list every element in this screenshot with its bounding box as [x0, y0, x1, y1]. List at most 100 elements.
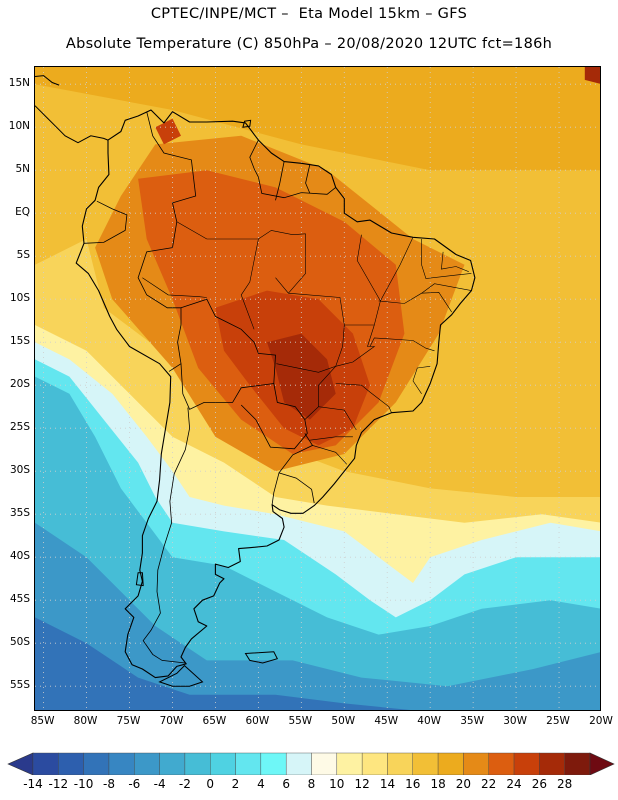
- country-border: [305, 164, 311, 194]
- colorbar-swatch: [134, 752, 160, 775]
- state-border: [421, 239, 472, 279]
- lat-tick-label: 20S: [9, 378, 30, 391]
- lat-tick-label: 5S: [16, 249, 30, 262]
- map-panel: [34, 66, 601, 711]
- lat-tick-label: 25S: [9, 421, 30, 434]
- colorbar-swatch: [463, 752, 489, 775]
- colorbar: [7, 752, 615, 775]
- colorbar-label: 26: [531, 777, 548, 791]
- temp-band-north: [35, 67, 600, 171]
- country-border: [275, 161, 285, 201]
- colorbar-label: 28: [557, 777, 573, 791]
- country-border: [146, 111, 197, 248]
- lon-tick-label: 20W: [589, 715, 613, 727]
- colorbar-label: 10: [329, 777, 345, 791]
- state-border: [441, 251, 469, 272]
- temperature-map: [35, 67, 600, 710]
- state-border: [378, 291, 452, 313]
- lon-tick-label: 50W: [331, 715, 356, 727]
- colorbar-label: 20: [455, 777, 472, 791]
- falkland-islands-outline: [244, 651, 279, 664]
- state-border: [240, 238, 259, 330]
- colorbar-label: -10: [73, 777, 94, 791]
- colorbar-swatch: [260, 752, 287, 775]
- colorbar-label: 12: [354, 777, 370, 791]
- colorbar-swatch: [159, 752, 186, 775]
- lat-tick-label: 15N: [8, 77, 30, 90]
- lat-tick-label: 40S: [9, 550, 30, 563]
- colorbar-swatch: [210, 752, 236, 775]
- lat-tick-label: 50S: [9, 636, 30, 649]
- country-border: [180, 298, 276, 410]
- south-america-coastline: [75, 109, 476, 679]
- colorbar-swatch: [58, 752, 84, 775]
- lat-tick-label: 45S: [9, 593, 30, 606]
- colorbar-swatch: [361, 752, 388, 775]
- colorbar-label: 4: [257, 777, 265, 791]
- state-border: [312, 445, 348, 465]
- lat-tick-label: EQ: [15, 206, 30, 219]
- state-border: [304, 324, 376, 420]
- lat-tick-label: 55S: [9, 679, 30, 692]
- colorbar-swatch: [108, 752, 135, 775]
- lon-tick-label: 35W: [460, 715, 484, 727]
- colorbar-label: -6: [128, 777, 141, 791]
- trinidad-outline: [242, 119, 252, 128]
- state-border: [369, 337, 435, 352]
- lat-tick-label: 30S: [9, 464, 30, 477]
- state-border: [380, 237, 414, 302]
- lat-tick-label: 5N: [15, 163, 30, 176]
- country-border: [249, 139, 336, 199]
- colorbar-label: 0: [206, 777, 215, 791]
- country-border: [83, 200, 128, 244]
- colorbar-label: 14: [379, 777, 396, 791]
- temp-band-m6: [35, 522, 600, 710]
- colorbar-label: -8: [103, 777, 115, 791]
- lon-tick-label: 40W: [417, 715, 442, 727]
- colorbar-swatch: [336, 752, 363, 775]
- lon-tick-label: 85W: [30, 715, 55, 727]
- country-border: [271, 472, 315, 505]
- colorbar-swatch: [488, 752, 515, 775]
- colorbar-swatch: [412, 752, 439, 775]
- state-border: [318, 406, 357, 431]
- country-border: [278, 433, 314, 474]
- chart-title: CPTEC/INPE/MCT – Eta Model 15km – GFS: [150, 6, 468, 22]
- colorbar-swatch: [564, 752, 591, 775]
- colorbar-swatch: [184, 752, 211, 775]
- lat-tick-label: 10N: [8, 120, 30, 133]
- colorbar-label: 16: [405, 777, 421, 791]
- colorbar-low-arrow: [7, 752, 34, 775]
- colorbar-swatch: [387, 752, 413, 775]
- central-america-coastline: [35, 105, 109, 144]
- colorbar-swatch: [285, 752, 312, 775]
- lat-tick-label: 35S: [9, 507, 30, 520]
- state-border: [421, 283, 472, 294]
- state-border: [309, 436, 353, 441]
- lon-tick-label: 60W: [245, 715, 270, 727]
- colorbar-swatch: [235, 752, 262, 775]
- lon-tick-label: 75W: [116, 715, 141, 727]
- colorbar-label: 22: [481, 777, 497, 791]
- lon-tick-label: 25W: [546, 715, 570, 727]
- lon-tick-label: 45W: [374, 715, 399, 727]
- colorbar-swatch: [513, 752, 540, 775]
- colorbar-label: -4: [153, 777, 166, 791]
- colorbar-swatch: [539, 752, 565, 775]
- temp-band-hotspot-ne: [584, 67, 600, 84]
- colorbar-swatch: [437, 752, 464, 775]
- chart-subtitle: Absolute Temperature (C) 850hPa – 20/08/…: [65, 36, 553, 52]
- colorbar-label: -12: [48, 777, 69, 791]
- colorbar-label: 6: [282, 777, 291, 791]
- colorbar-label: 2: [231, 777, 240, 791]
- colorbar-high-arrow: [589, 752, 615, 775]
- tierra-del-fuego-outline: [158, 664, 204, 687]
- lon-tick-label: 65W: [202, 715, 227, 727]
- temp-band-m2: [35, 376, 600, 710]
- state-border: [335, 383, 392, 413]
- colorbar-swatch: [311, 752, 338, 775]
- colorbar-label: -14: [23, 777, 43, 791]
- state-border: [412, 366, 431, 394]
- colorbar-label: 24: [506, 777, 522, 791]
- colorbar-label: -2: [178, 777, 191, 791]
